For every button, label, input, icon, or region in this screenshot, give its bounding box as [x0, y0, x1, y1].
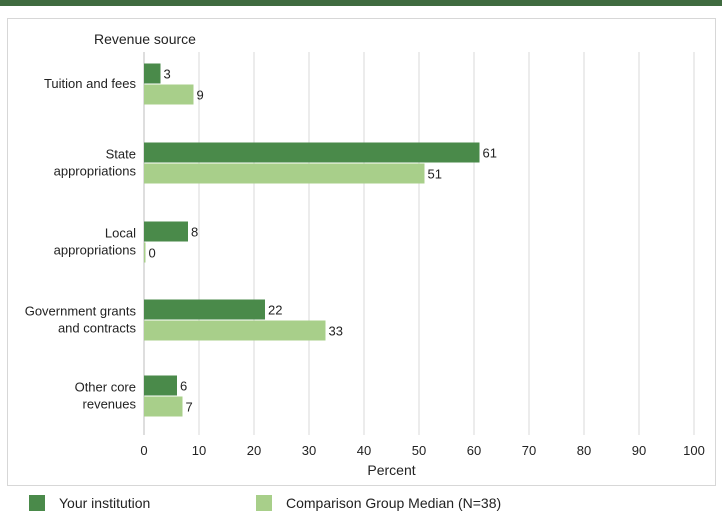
bar-comparison-median	[144, 242, 146, 263]
bar-your-institution	[144, 142, 480, 163]
bar-your-institution	[144, 299, 265, 320]
category-label: State	[106, 147, 136, 162]
bar-comparison-median	[144, 84, 194, 105]
data-label: 8	[191, 225, 198, 240]
category-label: appropriations	[54, 164, 137, 179]
x-tick-label: 10	[192, 443, 206, 458]
data-label: 33	[329, 324, 343, 339]
top-accent-bar	[0, 0, 722, 6]
category-label: and contracts	[58, 321, 137, 336]
x-tick-label: 40	[357, 443, 371, 458]
data-label: 7	[186, 400, 193, 415]
legend-swatch-comparison-median	[256, 495, 272, 511]
category-label: Government grants	[25, 304, 137, 319]
x-tick-label: 50	[412, 443, 426, 458]
chart-title: Revenue source	[94, 31, 196, 47]
legend-item-comparison-median: Comparison Group Median (N=38)	[256, 495, 501, 511]
legend-label-your-institution: Your institution	[59, 495, 151, 511]
x-tick-label: 90	[632, 443, 646, 458]
data-label: 22	[268, 303, 282, 318]
bar-comparison-median	[144, 320, 326, 341]
x-tick-label: 100	[683, 443, 705, 458]
x-tick-label: 0	[140, 443, 147, 458]
x-tick-label: 60	[467, 443, 481, 458]
x-tick-label: 80	[577, 443, 591, 458]
bar-comparison-median	[144, 163, 425, 184]
data-label: 51	[428, 167, 442, 182]
data-label: 9	[197, 88, 204, 103]
bar-your-institution	[144, 63, 161, 84]
category-label: appropriations	[54, 243, 137, 258]
data-label: 6	[180, 379, 187, 394]
legend: Your institution Comparison Group Median…	[0, 486, 722, 518]
category-label: Other core	[75, 380, 136, 395]
x-tick-label: 20	[247, 443, 261, 458]
bar-your-institution	[144, 221, 188, 242]
x-tick-label: 70	[522, 443, 536, 458]
data-label: 61	[483, 146, 497, 161]
category-label: revenues	[83, 397, 137, 412]
x-axis-title: Percent	[367, 462, 415, 478]
category-label: Tuition and fees	[44, 76, 137, 91]
bar-your-institution	[144, 375, 177, 396]
legend-item-your-institution: Your institution	[29, 495, 150, 511]
data-label: 0	[149, 246, 156, 261]
category-label: Local	[105, 226, 136, 241]
legend-label-comparison-median: Comparison Group Median (N=38)	[286, 495, 502, 511]
data-label: 3	[164, 67, 171, 82]
chart-frame: Revenue source 0 10 20 30 40 50 60 70 80 90 100 Perc…	[7, 18, 716, 486]
bar-comparison-median	[144, 396, 183, 417]
x-tick-label: 30	[302, 443, 316, 458]
legend-swatch-your-institution	[29, 495, 45, 511]
